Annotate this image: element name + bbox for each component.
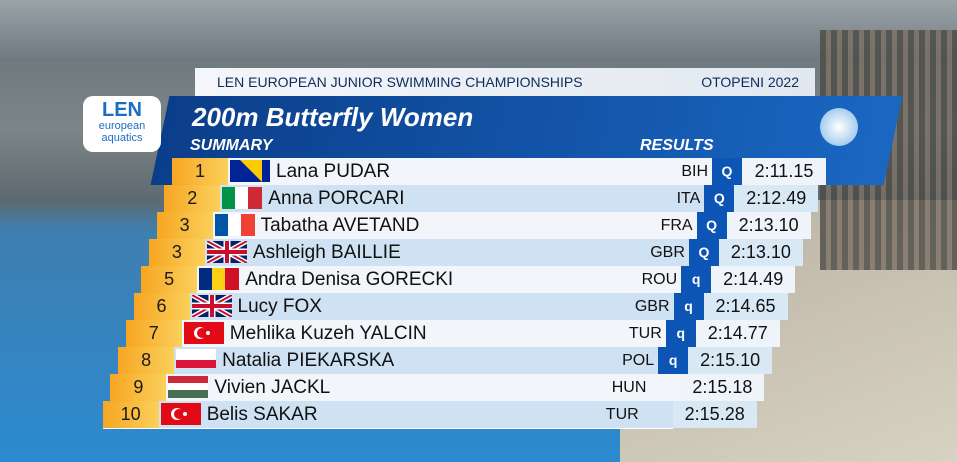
logo-name: LEN — [102, 99, 142, 121]
result-row: 5 Andra Denisa GORECKI ROU q 2:14.49 — [141, 266, 796, 294]
rank: 6 — [133, 293, 190, 320]
flag — [183, 322, 224, 344]
athlete-name: Andra Denisa GORECKI — [245, 269, 454, 290]
flag — [176, 349, 217, 371]
athlete-name: Natalia PIEKARSKA — [222, 350, 395, 371]
time: 2:14.49 — [711, 266, 796, 293]
result-row: 6 Lucy FOX GBR q 2:14.65 — [133, 292, 788, 321]
time: 2:13.10 — [718, 239, 803, 266]
time: 2:12.49 — [734, 185, 819, 212]
qualifier: Q — [696, 212, 727, 239]
rank: 8 — [118, 347, 175, 374]
flag — [205, 238, 249, 266]
time: 2:15.18 — [680, 374, 765, 401]
rank: 3 — [156, 212, 213, 239]
qualifier: Q — [712, 158, 742, 185]
country: ROU — [641, 271, 678, 288]
country: HUN — [611, 379, 647, 396]
country: POL — [622, 352, 655, 369]
flag — [199, 268, 240, 290]
rank: 7 — [125, 320, 182, 347]
athlete-name: Mehlika Kuzeh YALCIN — [229, 323, 427, 344]
country: BIH — [681, 163, 708, 180]
rank: 3 — [148, 239, 205, 266]
summary-label: SUMMARY — [190, 137, 273, 154]
host-logo — [820, 108, 858, 146]
athlete-name: Lana PUDAR — [276, 161, 391, 182]
flag — [190, 292, 233, 320]
qualifier: q — [665, 320, 696, 347]
flag — [214, 214, 255, 236]
time: 2:14.77 — [695, 320, 780, 347]
rank: 2 — [164, 185, 221, 212]
flag — [160, 403, 201, 425]
time: 2:14.65 — [703, 293, 788, 320]
logo-line: aquatics — [101, 132, 143, 144]
logo-line: european — [98, 120, 146, 132]
result-row: 10 Belis SAKAR TUR 2:15.28 — [102, 401, 757, 429]
result-row: 1 Lana PUDAR BIH Q 2:11.15 — [172, 158, 826, 186]
len-logo: LEN european aquatics — [83, 96, 161, 152]
country: TUR — [605, 406, 639, 423]
flag — [222, 187, 263, 209]
qualifier: Q — [704, 185, 735, 212]
country: ITA — [676, 190, 701, 207]
athlete-name: Tabatha AVETAND — [260, 215, 420, 236]
country: FRA — [660, 217, 693, 234]
time: 2:11.15 — [742, 158, 826, 185]
time: 2:15.28 — [672, 401, 757, 428]
athlete-name: Ashleigh BAILLIE — [252, 242, 401, 263]
results-label: RESULTS — [640, 137, 714, 154]
rank: 1 — [172, 158, 228, 185]
top-bar: LEN EUROPEAN JUNIOR SWIMMING CHAMPIONSHI… — [195, 68, 815, 96]
flag — [168, 376, 209, 398]
athlete-name: Anna PORCARI — [268, 188, 405, 209]
result-row: 7 Mehlika Kuzeh YALCIN TUR q 2:14.77 — [125, 320, 780, 348]
location: OTOPENI 2022 — [701, 74, 799, 90]
time: 2:15.10 — [688, 347, 773, 374]
athlete-name: Vivien JACKL — [214, 377, 331, 398]
time: 2:13.10 — [726, 212, 811, 239]
country: GBR — [650, 244, 685, 261]
qualifier: Q — [688, 239, 719, 266]
result-row: 3 Tabatha AVETAND FRA Q 2:13.10 — [156, 212, 811, 240]
event-title: 200m Butterfly Women — [192, 102, 474, 132]
country: GBR — [634, 298, 670, 315]
rank: 5 — [141, 266, 198, 293]
result-row: 2 Anna PORCARI ITA Q 2:12.49 — [164, 185, 819, 213]
athlete-name: Lucy FOX — [237, 296, 322, 317]
flag — [230, 160, 270, 182]
rank: 9 — [110, 374, 167, 401]
qualifier: q — [658, 347, 689, 374]
qualifier: q — [681, 266, 712, 293]
result-row: 8 Natalia PIEKARSKA POL q 2:15.10 — [118, 347, 773, 375]
country: TUR — [628, 325, 662, 342]
rank: 10 — [102, 401, 159, 428]
result-row: 3 Ashleigh BAILLIE GBR Q 2:13.10 — [148, 238, 803, 267]
qualifier: q — [673, 293, 704, 320]
championship-title: LEN EUROPEAN JUNIOR SWIMMING CHAMPIONSHI… — [217, 74, 583, 90]
athlete-name: Belis SAKAR — [206, 404, 318, 425]
result-row: 9 Vivien JACKL HUN 2:15.18 — [110, 374, 765, 402]
